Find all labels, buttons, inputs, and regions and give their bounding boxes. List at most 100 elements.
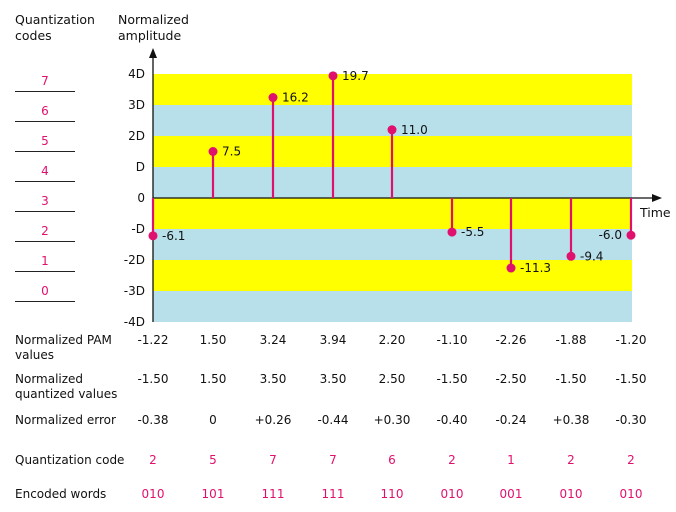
quantization-code-label: 1 [41,254,49,268]
sample-point [208,147,218,156]
table-cell: -0.40 [436,413,468,427]
y-tick-label: -4D [124,315,145,329]
level-band [153,229,632,260]
code-divider [15,181,75,182]
sample-value-label: -5.5 [461,225,484,239]
table-row-label: Quantization code [15,453,125,467]
table-cell: 5 [209,453,217,467]
table-cell: 0 [209,413,217,427]
code-divider [15,91,75,92]
table-cell: 1 [507,453,515,467]
sample-stems: -6.1 7.5 16.2 19.7 11.0 -5.5 -11.3 -9.4 -6.0 [148,69,636,275]
y-tick-label: D [136,160,145,174]
table-cell: -1.50 [137,372,169,386]
table-cell: 2 [627,453,635,467]
table-cell: -1.10 [436,333,468,347]
code-divider [15,271,75,272]
sample-point [506,263,516,273]
level-band [153,198,632,229]
table-cell: 7 [329,453,337,467]
sample-point [566,251,576,261]
table-cell: 110 [380,487,404,501]
table-cell: 2 [567,453,575,467]
sample-point [328,71,338,81]
sample-point [268,93,278,103]
y-tick-label: 4D [128,67,145,81]
time-axis-label: Time [640,205,671,220]
table-cell: 010 [559,487,583,501]
quantization-code-label: 7 [41,74,49,88]
quantization-code-label: 5 [41,134,49,148]
table-cell: 001 [499,487,523,501]
table-cell: 111 [321,487,345,501]
table-cell: 3.24 [259,333,287,347]
code-divider [15,121,75,122]
quantization-code-label: 6 [41,104,49,118]
y-axis-arrow [149,48,157,58]
table-cell: +0.38 [552,413,590,427]
y-tick-label: 3D [128,98,145,112]
code-divider [15,301,75,302]
sample-value-label: -6.1 [162,229,185,243]
time-axis-arrow [652,194,662,202]
table-cell: 010 [440,487,464,501]
y-tick-label: 2D [128,129,145,143]
table-cell: 1.50 [199,333,227,347]
table-cell: -0.30 [615,413,647,427]
y-tick-label: -2D [124,253,145,267]
sample-value-label: -6.0 [599,228,622,242]
sample-point [148,231,158,241]
code-divider [15,211,75,212]
code-divider [15,151,75,152]
sample-value-label: -9.4 [580,249,603,263]
table-cell: +0.26 [254,413,292,427]
table-cell: -0.24 [495,413,527,427]
table-cell: 1.50 [199,372,227,386]
table-cell: +0.30 [373,413,411,427]
table-cell: 101 [201,487,225,501]
table-row-label: Encoded words [15,487,107,501]
sample-value-label: 7.5 [222,145,241,159]
sample-value-label: -11.3 [520,261,551,275]
quantization-code-label: 0 [41,284,49,298]
quantization-codes-header: Quantization codes [15,12,95,43]
table-cell: -0.38 [137,413,169,427]
table-cell: 3.50 [259,372,287,386]
table-row-label: Normalized PAM values [15,333,112,362]
y-tick-label: -D [131,222,145,236]
table-cell: 111 [261,487,285,501]
table-row-label: Normalized error [15,413,116,427]
table-cell: -1.22 [137,333,169,347]
sample-value-label: 16.2 [282,91,309,105]
quantization-code-label: 4 [41,164,49,178]
table-cell: -1.20 [615,333,647,347]
level-band [153,260,632,291]
table-cell: 010 [619,487,643,501]
table-cell: 3.94 [319,333,347,347]
table-cell: 010 [141,487,165,501]
level-band [153,74,632,105]
sample-point [626,230,636,240]
table-cell: -1.50 [555,372,587,386]
table-cell: 2.20 [378,333,406,347]
code-divider [15,241,75,242]
table-cell: 2.50 [378,372,406,386]
table-cell: -2.50 [495,372,527,386]
table-cell: -1.50 [436,372,468,386]
table-cell: 3.50 [319,372,347,386]
table-cell: 6 [388,453,396,467]
table-cell: 2 [448,453,456,467]
sample-value-label: 11.0 [401,123,428,137]
table-cell: -0.44 [317,413,349,427]
y-tick-label: -3D [124,284,145,298]
y-axis-ticks: 4D 3D 2D D 0 -D -2D -3D -4D [124,67,145,329]
y-tick-label: 0 [137,191,145,205]
level-band [153,291,632,322]
quantization-code-label: 2 [41,224,49,238]
table-cell: -1.50 [615,372,647,386]
table-row-label: Normalized quantized values [15,372,118,401]
normalized-amplitude-header: Normalized amplitude [118,12,189,43]
table-cell: 7 [269,453,277,467]
